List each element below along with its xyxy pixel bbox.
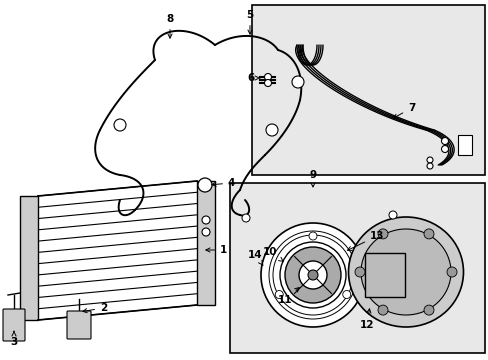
- Circle shape: [388, 211, 396, 219]
- Circle shape: [264, 80, 271, 86]
- Text: 6: 6: [246, 73, 259, 83]
- Bar: [457, 135, 471, 155]
- FancyBboxPatch shape: [67, 311, 91, 339]
- Circle shape: [354, 267, 364, 277]
- Text: 11: 11: [278, 288, 299, 305]
- Circle shape: [291, 76, 304, 88]
- Circle shape: [280, 242, 346, 308]
- Circle shape: [423, 305, 433, 315]
- FancyBboxPatch shape: [3, 309, 25, 341]
- Ellipse shape: [360, 229, 450, 315]
- Circle shape: [446, 267, 456, 277]
- Text: 12: 12: [359, 309, 374, 330]
- Ellipse shape: [348, 217, 463, 327]
- Circle shape: [261, 223, 364, 327]
- Text: 3: 3: [10, 331, 18, 347]
- Circle shape: [426, 157, 432, 163]
- Circle shape: [265, 124, 278, 136]
- Circle shape: [242, 214, 249, 222]
- Text: 8: 8: [166, 14, 173, 38]
- Circle shape: [275, 291, 283, 298]
- Bar: [364, 253, 404, 297]
- Text: 10: 10: [263, 247, 283, 261]
- Text: 5: 5: [246, 10, 253, 34]
- Circle shape: [202, 228, 209, 236]
- Circle shape: [298, 261, 326, 289]
- Text: 14: 14: [247, 250, 263, 265]
- Circle shape: [377, 305, 387, 315]
- Circle shape: [441, 145, 447, 153]
- Bar: [251, 5, 484, 175]
- Circle shape: [114, 119, 126, 131]
- Circle shape: [377, 229, 387, 239]
- Circle shape: [342, 291, 350, 298]
- Circle shape: [423, 229, 433, 239]
- Text: 13: 13: [347, 231, 384, 251]
- Bar: [229, 183, 484, 353]
- Circle shape: [285, 247, 340, 303]
- Circle shape: [202, 216, 209, 224]
- Circle shape: [264, 73, 271, 81]
- Text: 9: 9: [309, 170, 316, 187]
- Text: 2: 2: [82, 303, 107, 313]
- Text: 1: 1: [205, 245, 227, 255]
- Text: 7: 7: [392, 103, 414, 118]
- Polygon shape: [197, 181, 215, 305]
- Circle shape: [441, 138, 447, 144]
- Circle shape: [308, 232, 316, 240]
- Polygon shape: [20, 196, 38, 320]
- Text: 4: 4: [211, 178, 235, 188]
- Circle shape: [426, 163, 432, 169]
- Circle shape: [307, 270, 317, 280]
- Circle shape: [198, 178, 212, 192]
